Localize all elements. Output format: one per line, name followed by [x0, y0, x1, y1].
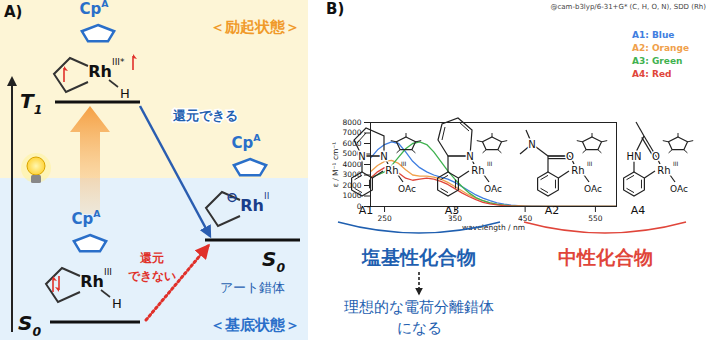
svg-text:OAc: OAc — [398, 184, 416, 194]
svg-text:アート錯体: アート錯体 — [220, 280, 285, 295]
svg-text:A2: A2 — [545, 204, 560, 217]
svg-text:になる: になる — [397, 319, 442, 337]
svg-text:OAc: OAc — [484, 184, 502, 194]
svg-text:O: O — [566, 151, 574, 162]
svg-text:4000: 4000 — [342, 159, 362, 169]
svg-text:550: 550 — [588, 214, 603, 223]
svg-text:350: 350 — [447, 213, 462, 223]
svg-text:2000: 2000 — [342, 180, 362, 190]
svg-text:A): A) — [4, 3, 22, 21]
svg-text:5000: 5000 — [342, 149, 362, 159]
svg-text:A4: A4 — [631, 204, 646, 217]
svg-text:1000: 1000 — [342, 191, 361, 200]
svg-text:8000: 8000 — [342, 118, 361, 127]
svg-text:A2: Orange: A2: Orange — [632, 43, 689, 53]
svg-text:N: N — [466, 151, 473, 162]
svg-text:H: H — [112, 296, 122, 311]
svg-text:S0: S0 — [262, 247, 285, 275]
svg-text:250: 250 — [377, 214, 392, 223]
svg-text:＜基底状態＞: ＜基底状態＞ — [210, 316, 300, 334]
svg-text:塩基性化合物: 塩基性化合物 — [361, 246, 476, 268]
svg-text:Rh: Rh — [240, 196, 264, 215]
svg-text:N: N — [358, 151, 365, 162]
svg-text:還元できる: 還元できる — [172, 108, 238, 123]
svg-text:III: III — [401, 160, 407, 167]
svg-text:Rh: Rh — [471, 165, 484, 176]
svg-text:S0: S0 — [18, 311, 41, 339]
svg-text:7000: 7000 — [342, 128, 361, 137]
svg-text:wavelength / nm: wavelength / nm — [462, 222, 525, 232]
svg-text:B): B) — [326, 0, 344, 18]
svg-text:III: III — [587, 160, 593, 167]
svg-text:Rh: Rh — [571, 165, 584, 176]
svg-text:CpA: CpA — [72, 208, 102, 228]
svg-text:還元: 還元 — [139, 251, 164, 265]
svg-text:3000: 3000 — [342, 170, 362, 180]
svg-text:@cam-b3lyp/6-31+G* (C, H, O, N: @cam-b3lyp/6-31+G* (C, H, O, N), SDD (Rh… — [550, 3, 706, 11]
svg-text:O: O — [652, 151, 660, 162]
svg-text:T1: T1 — [20, 89, 42, 117]
svg-text:OAc: OAc — [584, 184, 602, 194]
svg-text:H: H — [120, 86, 130, 101]
svg-text:HN: HN — [627, 151, 642, 162]
svg-text:A1: A1 — [359, 204, 374, 217]
svg-text:ε / M⁻¹ cm⁻¹: ε / M⁻¹ cm⁻¹ — [331, 142, 340, 188]
svg-text:できない: できない — [128, 269, 176, 283]
svg-text:CpA: CpA — [80, 0, 110, 18]
svg-text:A1: Blue: A1: Blue — [632, 30, 674, 40]
svg-text:＜励起状態＞: ＜励起状態＞ — [210, 18, 300, 36]
svg-text:Rh: Rh — [657, 165, 670, 176]
svg-text:III: III — [673, 160, 679, 167]
svg-text:A3: A3 — [445, 204, 460, 217]
svg-text:OAc: OAc — [670, 184, 688, 194]
svg-text:理想的な電荷分離錯体: 理想的な電荷分離錯体 — [344, 298, 494, 316]
svg-text:Rh: Rh — [88, 62, 112, 81]
svg-text:中性化合物: 中性化合物 — [558, 246, 653, 268]
svg-text:N: N — [528, 139, 535, 150]
svg-text:III: III — [487, 160, 493, 167]
svg-text:CpA: CpA — [232, 132, 262, 152]
svg-text:A4: Red: A4: Red — [632, 69, 671, 79]
svg-text:N: N — [380, 151, 387, 162]
svg-text:III*: III* — [112, 57, 125, 67]
svg-text:Rh: Rh — [385, 165, 398, 176]
svg-text:⊖: ⊖ — [226, 189, 238, 205]
svg-text:450: 450 — [518, 214, 533, 223]
svg-text:6000: 6000 — [342, 138, 362, 148]
svg-text:A3: Green: A3: Green — [632, 56, 682, 66]
svg-text:III: III — [104, 267, 112, 277]
svg-text:Rh: Rh — [80, 272, 104, 291]
svg-text:II: II — [264, 191, 269, 201]
